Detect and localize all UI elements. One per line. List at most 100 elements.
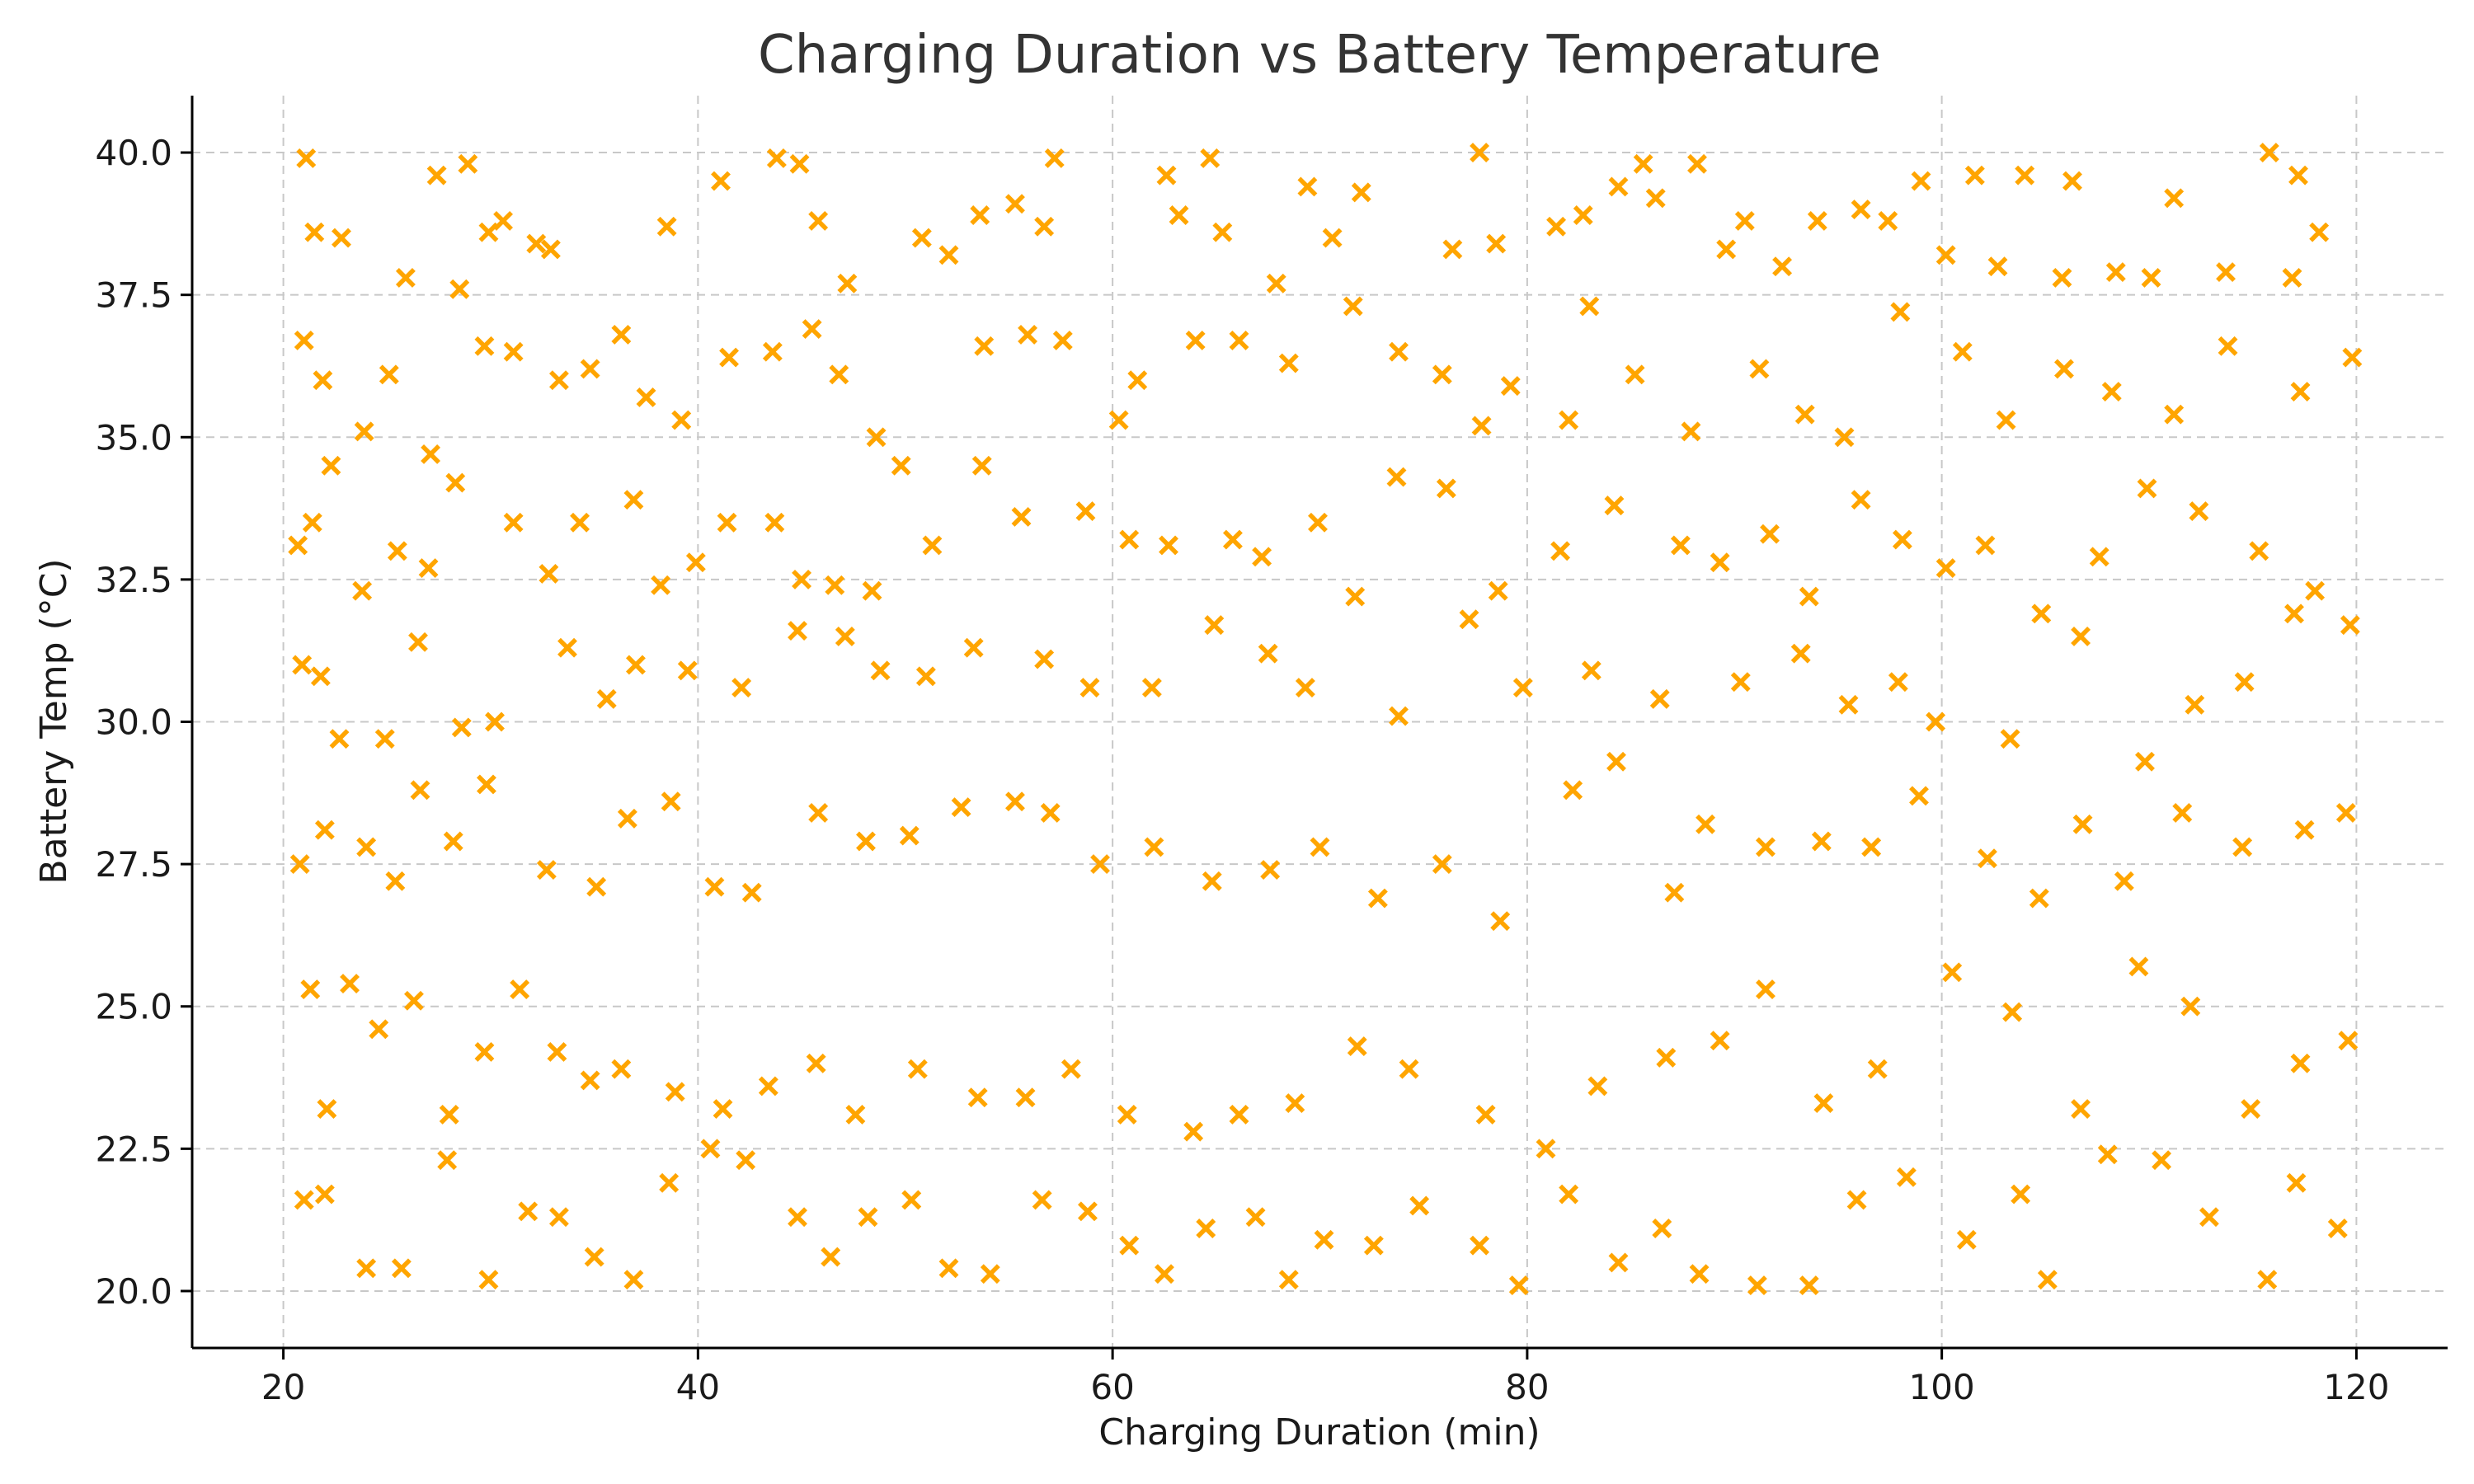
data-point: [1308, 512, 1328, 533]
data-point: [2199, 1207, 2219, 1228]
data-point: [540, 239, 561, 260]
data-point: [2072, 814, 2093, 834]
data-point: [1470, 1235, 1490, 1256]
x-tick-label: 120: [2323, 1367, 2389, 1407]
data-point: [1117, 1104, 1137, 1125]
data-point: [369, 1019, 389, 1040]
data-point: [1343, 296, 1363, 317]
data-point: [1389, 706, 1409, 726]
y-tick-label: 37.5: [95, 275, 172, 316]
data-point: [1687, 153, 1707, 174]
x-tick-label: 80: [1505, 1367, 1549, 1407]
data-point: [2011, 1184, 2031, 1205]
data-point: [1471, 416, 1492, 436]
data-point: [899, 825, 920, 846]
data-point: [1926, 711, 1946, 732]
data-point: [1432, 854, 1452, 875]
data-point: [580, 1070, 600, 1091]
data-point: [1512, 678, 1533, 698]
data-point: [2216, 262, 2236, 282]
data-point: [1656, 1047, 1677, 1068]
data-point: [677, 660, 698, 681]
data-point: [2097, 1144, 2118, 1165]
y-tick-label: 27.5: [95, 844, 172, 885]
data-point: [313, 370, 333, 391]
data-point: [2309, 222, 2330, 242]
data-point: [445, 472, 466, 493]
data-point: [971, 455, 992, 476]
data-point: [421, 444, 441, 464]
data-point: [1108, 410, 1129, 430]
x-ticks: 20 40 60 80 100 120: [261, 1348, 2389, 1407]
data-point: [951, 797, 971, 818]
data-point: [1689, 1264, 1710, 1284]
data-point: [1183, 1121, 1204, 1142]
data-point: [1935, 558, 1956, 579]
data-point: [901, 1190, 922, 1210]
data-point: [1314, 1229, 1334, 1250]
data-point: [352, 580, 373, 601]
data-point: [866, 427, 887, 448]
data-point: [1018, 325, 1038, 345]
data-point: [808, 803, 829, 823]
data-point: [1202, 871, 1222, 891]
data-point: [1005, 194, 1025, 214]
data-point: [2071, 1099, 2091, 1119]
data-point: [736, 1150, 756, 1171]
data-point: [296, 148, 317, 168]
data-point: [1119, 1235, 1140, 1256]
data-point: [656, 216, 677, 237]
data-point: [711, 171, 731, 191]
data-point: [1670, 535, 1691, 556]
grid: [192, 96, 2448, 1348]
data-point: [1252, 547, 1272, 567]
data-point: [1977, 848, 1997, 869]
data-point: [915, 666, 936, 687]
data-point: [1790, 643, 1811, 664]
data-point: [2232, 837, 2253, 857]
data-point: [802, 319, 822, 340]
data-point: [379, 364, 399, 385]
data-point: [485, 711, 505, 732]
data-point: [1508, 1275, 1529, 1295]
data-point: [356, 837, 377, 857]
data-point: [1034, 216, 1055, 237]
y-tick-label: 32.5: [95, 560, 172, 600]
data-point: [1625, 364, 1645, 385]
data-point: [1285, 1093, 1305, 1114]
data-point: [856, 831, 876, 852]
data-point: [2218, 336, 2238, 356]
data-point: [764, 512, 785, 533]
data-point: [821, 1247, 841, 1267]
data-point: [1890, 302, 1911, 322]
data-point: [2185, 694, 2205, 715]
data-point: [1363, 1235, 1384, 1256]
data-point: [300, 979, 321, 999]
data-point: [611, 1059, 632, 1079]
data-point: [329, 729, 350, 749]
data-point: [1747, 1275, 1767, 1295]
data-point: [2037, 1270, 2058, 1290]
data-point: [2071, 626, 2091, 646]
data-point: [2294, 819, 2315, 840]
data-point: [317, 1099, 337, 1119]
data-point: [862, 580, 882, 601]
data-point: [1559, 1184, 1579, 1205]
y-axis-label: Battery Temp (°C): [33, 558, 75, 884]
data-point: [354, 421, 374, 442]
data-point: [1436, 478, 1456, 499]
data-point: [478, 222, 499, 242]
data-point: [1386, 467, 1407, 487]
data-point: [623, 490, 644, 510]
data-point: [1975, 535, 1996, 556]
data-point: [1935, 245, 1956, 265]
data-point: [503, 341, 524, 362]
data-point: [1652, 1219, 1672, 1238]
data-point: [1909, 786, 1929, 806]
data-point: [963, 637, 984, 658]
data-point: [1573, 205, 1593, 225]
data-point: [391, 1258, 412, 1279]
data-point: [1222, 529, 1243, 550]
data-point: [1075, 501, 1096, 521]
data-point: [1550, 541, 1571, 561]
